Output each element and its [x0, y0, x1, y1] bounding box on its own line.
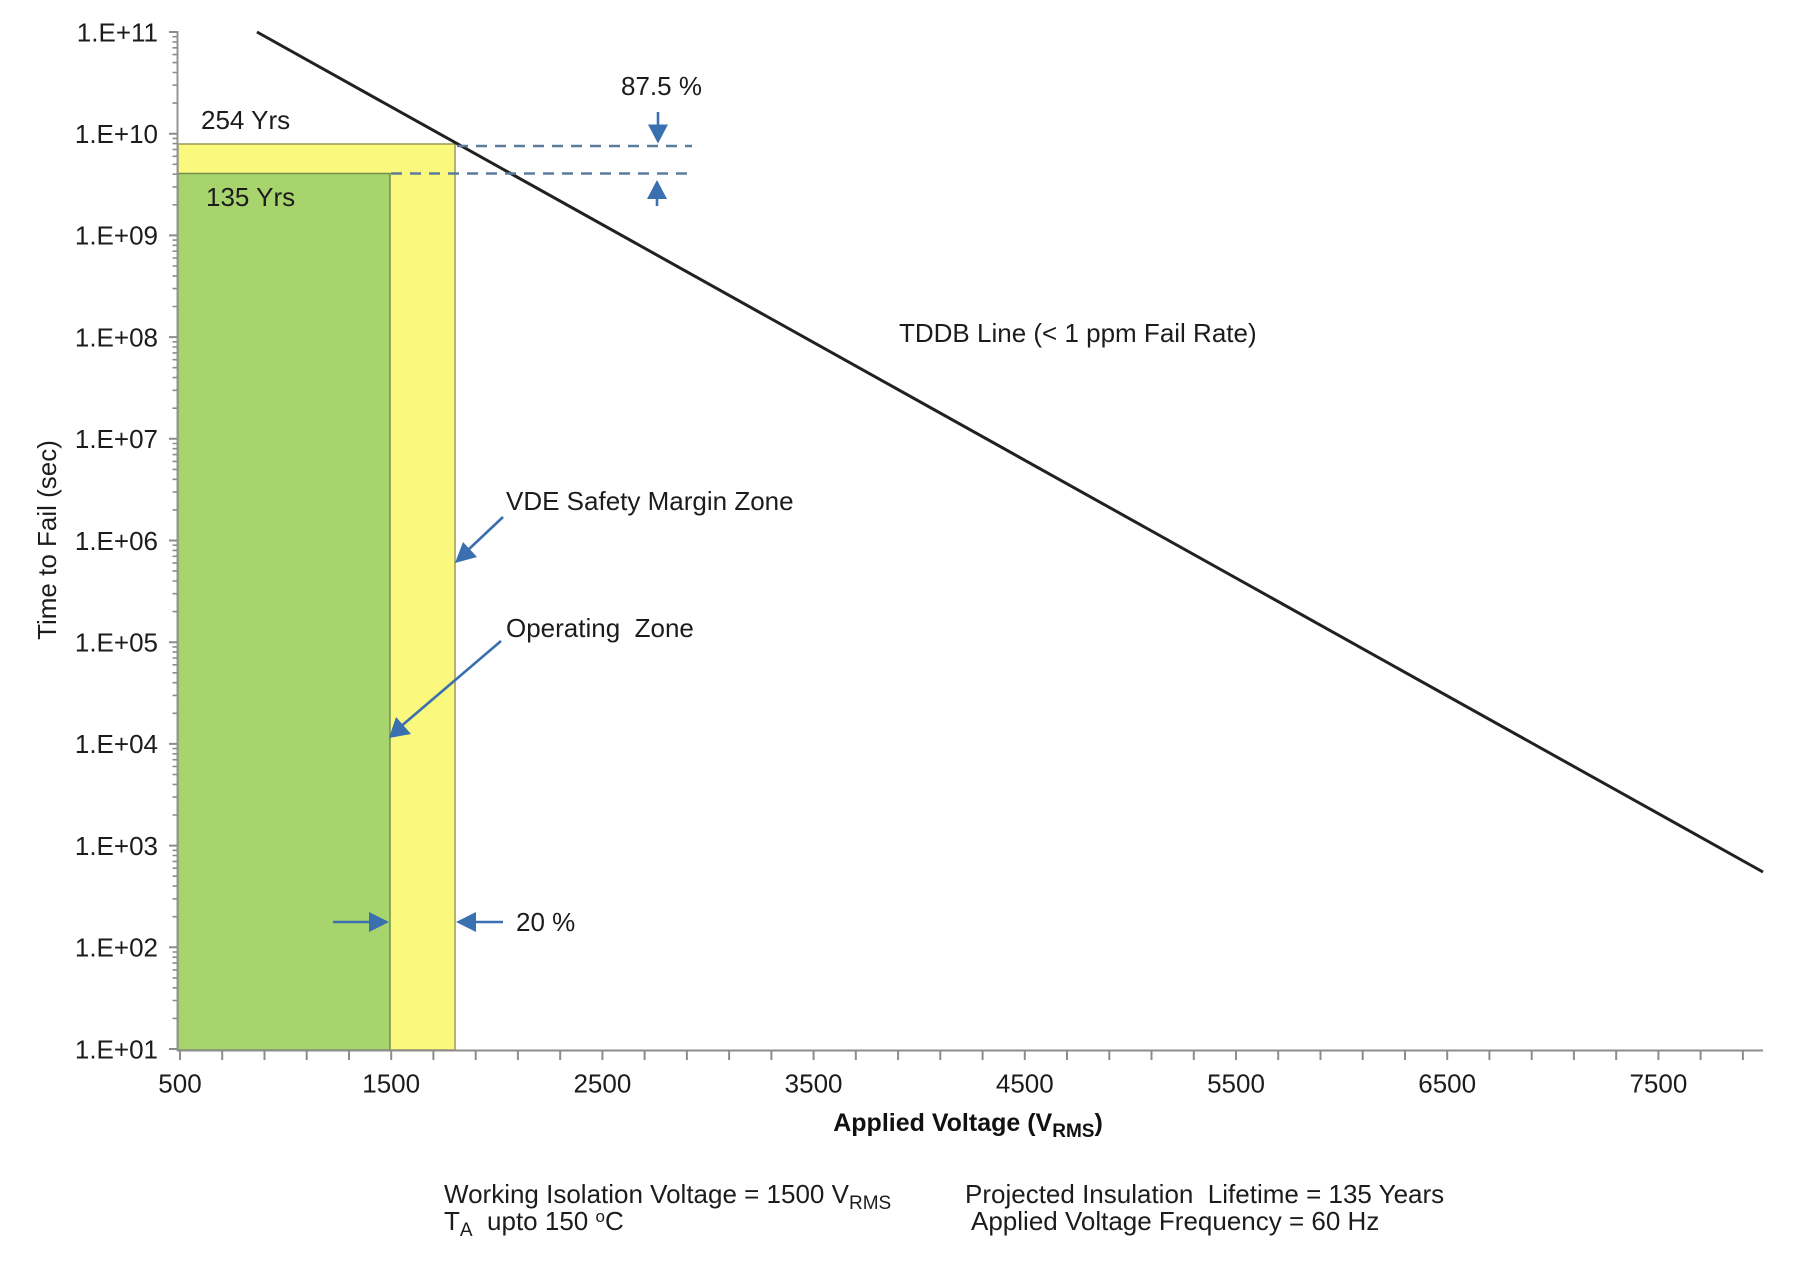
svg-text:6500: 6500 [1418, 1069, 1476, 1099]
svg-text:1.E+06: 1.E+06 [75, 526, 158, 556]
svg-text:TDDB Line (< 1 ppm Fail Rate): TDDB Line (< 1 ppm Fail Rate) [899, 318, 1257, 348]
svg-text:20 %: 20 % [516, 907, 575, 937]
svg-text:VDE Safety Margin Zone: VDE Safety Margin Zone [506, 486, 794, 516]
svg-text:2500: 2500 [573, 1069, 631, 1099]
svg-text:1.E+10: 1.E+10 [75, 119, 158, 149]
svg-text:TA upto 150 oC: TA upto 150 oC [444, 1206, 624, 1241]
svg-text:Projected Insulation Lifetime: Projected Insulation Lifetime = 135 Year… [965, 1179, 1444, 1209]
svg-text:Time to Fail (sec): Time to Fail (sec) [32, 440, 62, 640]
svg-text:Operating Zone: Operating Zone [506, 613, 694, 643]
svg-text:254 Yrs: 254 Yrs [201, 105, 290, 135]
svg-text:7500: 7500 [1629, 1069, 1687, 1099]
svg-text:1.E+05: 1.E+05 [75, 628, 158, 658]
svg-text:3500: 3500 [785, 1069, 843, 1099]
svg-text:Working Isolation Voltage = 15: Working Isolation Voltage = 1500 VRMS [444, 1179, 891, 1214]
svg-text:1.E+04: 1.E+04 [75, 729, 158, 759]
svg-text:1.E+02: 1.E+02 [75, 933, 158, 963]
svg-text:1.E+08: 1.E+08 [75, 322, 158, 352]
svg-text:1.E+09: 1.E+09 [75, 221, 158, 251]
svg-text:5500: 5500 [1207, 1069, 1265, 1099]
svg-text:1.E+11: 1.E+11 [77, 17, 158, 47]
svg-text:500: 500 [158, 1069, 201, 1099]
svg-text:1.E+03: 1.E+03 [75, 831, 158, 861]
svg-text:1.E+01: 1.E+01 [75, 1034, 158, 1064]
svg-text:1.E+07: 1.E+07 [75, 424, 158, 454]
svg-text:Applied Voltage Frequency = 60: Applied Voltage Frequency = 60 Hz [971, 1206, 1379, 1236]
svg-text:4500: 4500 [996, 1069, 1054, 1099]
svg-text:1500: 1500 [362, 1069, 420, 1099]
svg-text:87.5 %: 87.5 % [621, 71, 702, 101]
svg-text:135 Yrs: 135 Yrs [206, 182, 295, 212]
